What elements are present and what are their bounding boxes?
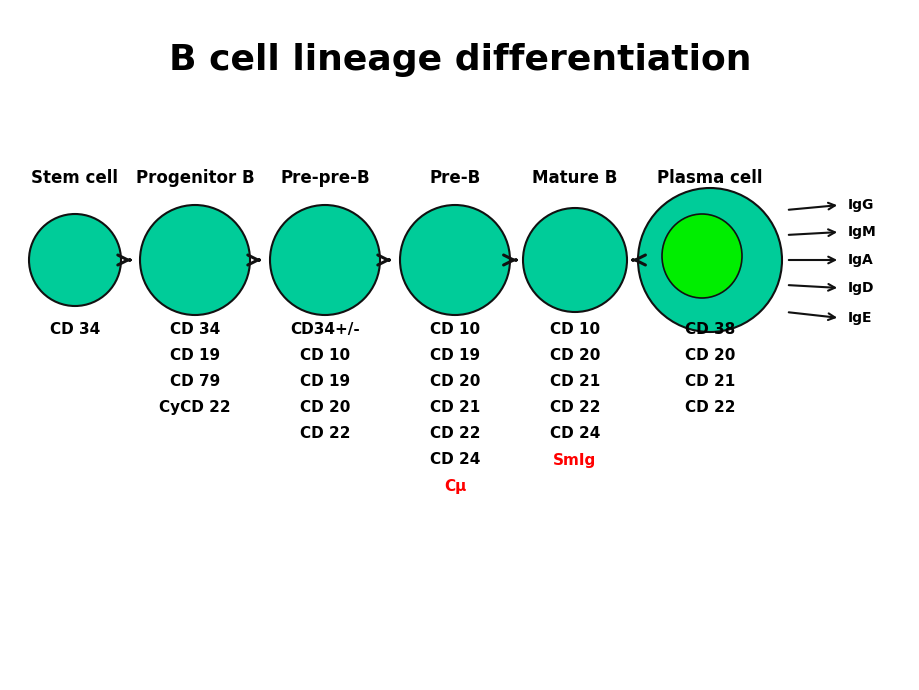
Circle shape (400, 205, 509, 315)
Text: CyCD 22: CyCD 22 (159, 400, 231, 415)
Text: Progenitor B: Progenitor B (135, 169, 254, 187)
Text: IgE: IgE (847, 311, 871, 325)
Text: CD 34: CD 34 (50, 322, 100, 337)
Text: Pre-pre-B: Pre-pre-B (280, 169, 369, 187)
Text: SmIg: SmIg (552, 453, 596, 468)
Text: Stem cell: Stem cell (31, 169, 119, 187)
Text: IgM: IgM (847, 225, 876, 239)
Text: B cell lineage differentiation: B cell lineage differentiation (168, 43, 751, 77)
Text: CD 22: CD 22 (550, 400, 599, 415)
Circle shape (637, 188, 781, 332)
Text: CD 22: CD 22 (429, 426, 480, 442)
Text: CD 20: CD 20 (300, 400, 350, 415)
Text: CD 22: CD 22 (684, 400, 734, 415)
Text: Pre-B: Pre-B (429, 169, 480, 187)
Text: CD 10: CD 10 (429, 322, 480, 337)
Circle shape (522, 208, 627, 312)
Text: CD 10: CD 10 (550, 322, 599, 337)
Circle shape (269, 205, 380, 315)
Text: CD 38: CD 38 (684, 322, 734, 337)
Text: IgA: IgA (847, 253, 873, 267)
Text: CD 79: CD 79 (170, 375, 220, 389)
Text: Cμ: Cμ (443, 478, 466, 493)
Text: CD 22: CD 22 (300, 426, 350, 442)
Text: CD 21: CD 21 (550, 375, 599, 389)
Text: CD34+/-: CD34+/- (289, 322, 359, 337)
Circle shape (140, 205, 250, 315)
Text: CD 19: CD 19 (429, 348, 480, 364)
Text: CD 21: CD 21 (684, 375, 734, 389)
Text: CD 19: CD 19 (170, 348, 220, 364)
Text: CD 24: CD 24 (550, 426, 599, 442)
Text: CD 21: CD 21 (429, 400, 480, 415)
Circle shape (29, 214, 121, 306)
Text: CD 34: CD 34 (170, 322, 220, 337)
Text: CD 20: CD 20 (550, 348, 599, 364)
Text: IgD: IgD (847, 281, 874, 295)
Ellipse shape (662, 214, 742, 298)
Text: CD 24: CD 24 (429, 453, 480, 468)
Text: IgG: IgG (847, 198, 873, 212)
Text: CD 20: CD 20 (429, 375, 480, 389)
Text: Mature B: Mature B (532, 169, 617, 187)
Text: CD 20: CD 20 (684, 348, 734, 364)
Text: CD 19: CD 19 (300, 375, 350, 389)
Text: CD 10: CD 10 (300, 348, 350, 364)
Text: Plasma cell: Plasma cell (656, 169, 762, 187)
